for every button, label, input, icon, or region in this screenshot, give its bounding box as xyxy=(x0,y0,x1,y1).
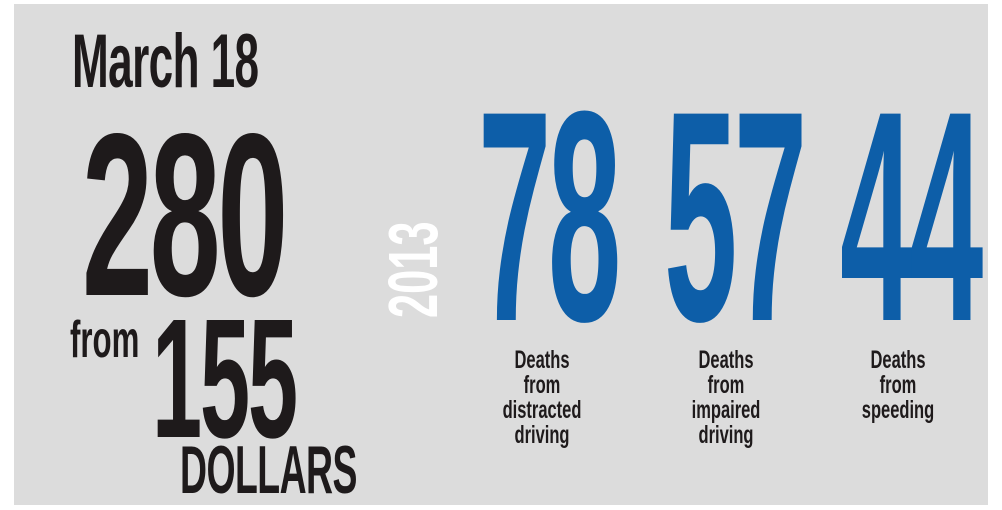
year-label: 2013 xyxy=(374,221,452,318)
stat-value-speeding: 44 xyxy=(840,48,983,384)
currency-label: DOLLARS xyxy=(180,432,357,505)
date-label: March 18 xyxy=(72,19,259,104)
stat-caption-impaired: Deaths from impaired driving xyxy=(656,348,796,448)
stat-value-distracted: 78 xyxy=(478,48,621,384)
stat-caption-speeding: Deaths from speeding xyxy=(828,348,968,423)
stat-value-impaired: 57 xyxy=(664,48,807,384)
stat-caption-impaired-text: Deaths from impaired driving xyxy=(691,346,761,449)
from-label: from xyxy=(70,311,140,369)
stat-caption-speeding-text: Deaths from speeding xyxy=(861,346,935,424)
fine-amount-new: 280 xyxy=(82,86,288,345)
stat-caption-distracted-text: Deaths from distracted driving xyxy=(502,346,582,449)
infographic-panel: March 18 280 from 155 DOLLARS 2013 78 57… xyxy=(14,4,988,505)
year-container: 2013 xyxy=(374,190,452,320)
stat-caption-distracted: Deaths from distracted driving xyxy=(472,348,612,448)
fine-amount-old: 155 xyxy=(152,284,298,474)
